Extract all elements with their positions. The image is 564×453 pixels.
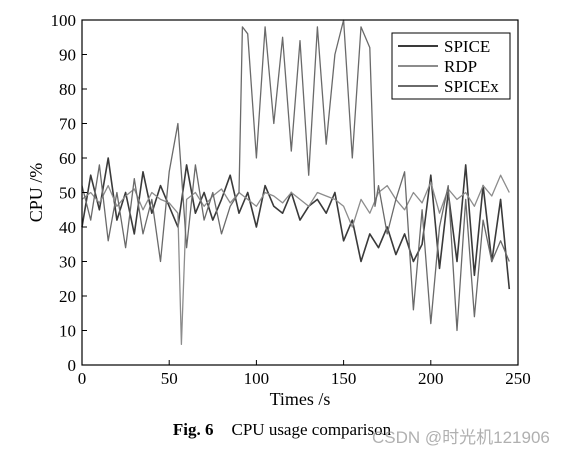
x-tick-label: 250: [505, 369, 531, 388]
y-tick-label: 50: [59, 184, 76, 203]
y-tick-label: 40: [59, 218, 76, 237]
x-axis-label: Times /s: [270, 389, 331, 409]
y-tick-label: 90: [59, 46, 76, 65]
y-tick-label: 100: [51, 11, 77, 30]
watermark-text: CSDN @时光机121906: [372, 428, 550, 447]
y-tick-label: 60: [59, 149, 76, 168]
x-tick-label: 50: [161, 369, 178, 388]
legend-label-rdp: RDP: [444, 57, 477, 76]
plot-area: [81, 19, 511, 345]
y-tick-label: 20: [59, 287, 76, 306]
x-tick-label: 0: [78, 369, 87, 388]
series-line-spicex: [81, 19, 510, 332]
line-chart: 0 50 100 150 200 2500102030405060708090100Tim…: [26, 11, 531, 409]
x-tick-label: 200: [418, 369, 444, 388]
caption-text: CPU usage comparison: [231, 420, 392, 439]
x-tick-label: 150: [331, 369, 357, 388]
series-line-rdp: [81, 174, 510, 345]
figure-caption: Fig. 6 CPU usage comparison: [0, 420, 564, 440]
legend-label-spice: SPICE: [444, 37, 490, 56]
y-tick-label: 30: [59, 253, 76, 272]
y-tick-label: 0: [68, 356, 77, 375]
axes: 0 50 100 150 200 2500102030405060708090100Tim…: [26, 11, 531, 409]
x-tick-label: 100: [244, 369, 270, 388]
legend-label-spicex: SPICEx: [444, 77, 499, 96]
y-axis-label: CPU /%: [26, 163, 46, 223]
figure-number: Fig. 6: [172, 420, 214, 439]
y-tick-label: 80: [59, 80, 76, 99]
y-tick-label: 10: [59, 322, 76, 341]
y-tick-label: 70: [59, 115, 76, 134]
